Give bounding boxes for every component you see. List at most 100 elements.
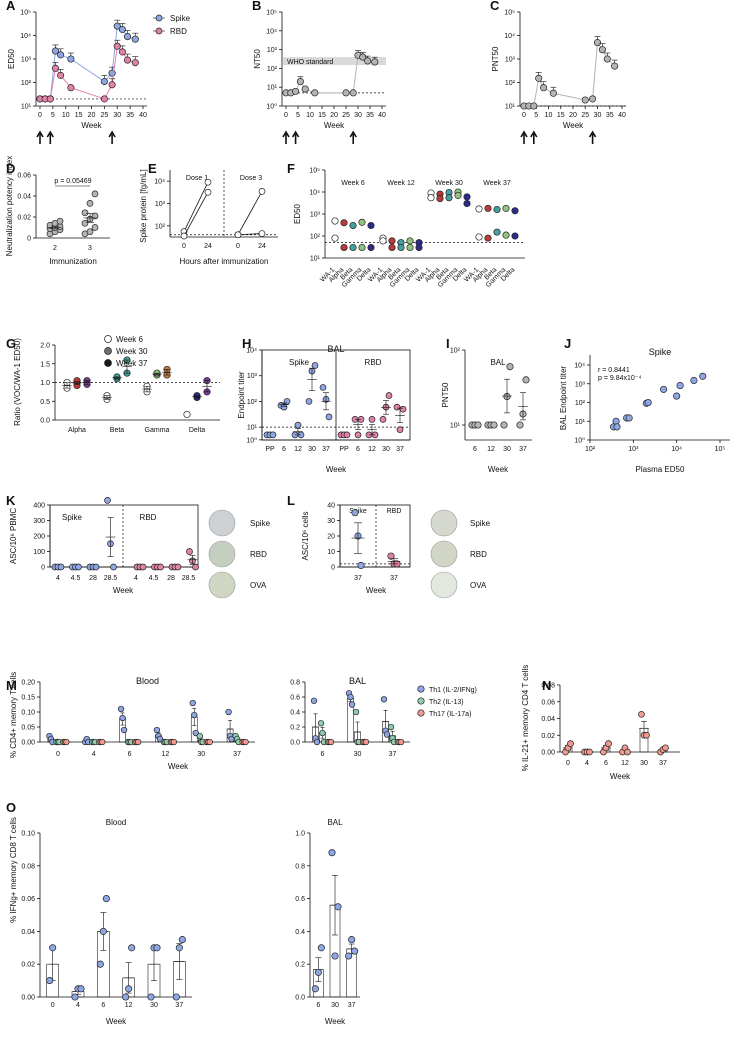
panel-I-title: BAL — [490, 358, 506, 367]
panel-E-d1-pair-1 — [183, 192, 209, 237]
panel-N-xtick-label-1: 4 — [585, 760, 589, 767]
panel-G-ytick-label-1: 0.5 — [40, 399, 50, 406]
panel-F-point-0-4-0 — [367, 221, 375, 230]
panel-N-point-2-2 — [605, 740, 612, 747]
panel-J-point-7 — [660, 385, 668, 393]
panel-I-point-3-2 — [522, 376, 530, 384]
panel-F-point-2-4-0 — [463, 193, 471, 201]
panel-H-rbd-point-4-2 — [399, 405, 407, 413]
panel-B-label: B — [252, 0, 261, 13]
panel-B-ytick-label-0: 10⁰ — [266, 103, 277, 111]
panel-A-xtick-label-7: 35 — [126, 112, 134, 119]
panel-H-spike-xtick-4: 37 — [322, 446, 330, 453]
panel-A-series-1-point-3 — [51, 64, 60, 72]
panel-E-label: E — [148, 161, 157, 176]
panel-F-point-0-4-1 — [367, 243, 375, 252]
panel-H-label: H — [242, 336, 251, 351]
panel-L-ytick-label-0: 0 — [331, 565, 335, 572]
panel-D-xtick-label-0: 2 — [53, 245, 57, 252]
panel-J-point-11 — [699, 372, 707, 380]
panel-O-bal-xtick-label-1: 30 — [331, 1002, 339, 1009]
panel-E-d3-pair-0 — [237, 191, 263, 235]
panel-M-legend-marker-2 — [417, 709, 425, 717]
panel-C-xtick-label-2: 10 — [545, 112, 553, 119]
panel-F-ytick-label-3: 10⁴ — [309, 190, 320, 197]
panel-I-xtick-label-1: 12 — [487, 446, 495, 453]
panel-I-xtick-label-0: 6 — [473, 446, 477, 453]
panel-I-point-0-2 — [474, 421, 482, 429]
panel-F-ytick-label-0: 10¹ — [310, 256, 321, 263]
panel-O-bal-point-0-0 — [311, 985, 319, 993]
panel-K-plate-1 — [208, 540, 236, 568]
panel-C-series-0-point-10 — [603, 55, 611, 63]
panel-K-spike-point-2-2 — [92, 563, 100, 571]
panel-M-bal-ytick-label-0: 0.0 — [290, 740, 300, 747]
panel-B-series-0-point-11 — [371, 58, 379, 66]
panel-K-spike-point-3-2 — [110, 563, 117, 571]
panel-G-label: G — [6, 336, 16, 351]
panel-C-series-0-point-9 — [598, 46, 606, 54]
panel-H-spike-point-2-1 — [294, 421, 302, 429]
panel-K-frame — [49, 504, 199, 568]
panel-L-plate-0 — [430, 509, 458, 537]
panel-A-legend-label-1: RBD — [170, 27, 187, 36]
panel-B-ytick-label-4: 10⁴ — [266, 28, 277, 35]
panel-A-xtick-label-6: 30 — [113, 112, 121, 119]
panel-B-ytick-label-5: 10⁵ — [266, 10, 277, 17]
panel-C-xtick-label-0: 0 — [522, 112, 526, 119]
panel-N-xtick-label-5: 37 — [659, 760, 667, 767]
panel-L-plate-label-1: RBD — [470, 550, 487, 559]
panel-I-point-2-0 — [500, 421, 508, 429]
panel-N-point-0-2 — [567, 740, 574, 747]
panel-O-bal-point-1-0 — [328, 849, 336, 857]
panel-D-point-1-2 — [91, 224, 99, 231]
panel-G-legend-marker-2 — [104, 359, 112, 367]
panel-A-xtick-label-4: 20 — [88, 112, 96, 119]
panel-M-blood-point-4-0-0 — [189, 699, 196, 707]
panel-I-label: I — [446, 336, 450, 351]
panel-N-ytick-label-0: 0.00 — [541, 750, 555, 757]
panel-B-series-0-point-3 — [296, 77, 304, 86]
panel-H-spike-point-3-0 — [305, 398, 313, 405]
panel-B-xtick-label-6: 30 — [354, 112, 362, 119]
panel-D-ytick-label-1: 0.02 — [17, 215, 31, 222]
panel-M-blood-point-1-2-2 — [99, 738, 106, 746]
panel-H-subtitle-1: RBD — [365, 358, 382, 367]
panel-I-point-2-2 — [506, 363, 514, 371]
panel-K-xtick-label-6: 28 — [167, 575, 175, 582]
panel-D-xtick-label-1: 3 — [88, 245, 92, 252]
panel-M-bal-ytick-label-3: 0.6 — [290, 695, 300, 702]
panel-L-label: L — [287, 493, 295, 508]
panel-F-point-1-3-0 — [406, 237, 414, 245]
panel-E-ytick-label-1: 10³ — [155, 201, 166, 208]
panel-O-bal-point-0-2 — [317, 944, 325, 952]
panel-O-blood-ytick-label-1: 0.02 — [21, 962, 35, 969]
panel-M-bal-point-2-0-2 — [383, 731, 391, 738]
panel-F-ylabel: ED50 — [293, 203, 302, 224]
panel-K-plate-label-0: Spike — [250, 519, 271, 528]
panel-O-blood-point-3-1 — [125, 985, 133, 993]
panel-L-ylabel: ASC/10⁶ cells — [301, 511, 310, 560]
panel-M-blood-xtick-label-3: 12 — [162, 751, 170, 758]
panel-F-point-0-3-1 — [358, 243, 366, 252]
panel-F-point-2-1-1 — [436, 195, 444, 203]
panel-B-xtick-label-2: 10 — [306, 112, 314, 119]
panel-F-ytick-label-2: 10³ — [310, 212, 321, 219]
panel-J-point-9 — [676, 382, 684, 390]
panel-M-bal-point-0-1-1 — [319, 729, 326, 737]
panel-O-bal-title: BAL — [327, 818, 343, 827]
panel-J-ytick-label-4: 10⁴ — [574, 363, 585, 370]
panel-J-label: J — [564, 336, 571, 351]
panel-E-d1-pt1-0 — [204, 178, 212, 186]
panel-O-blood-point-3-2 — [128, 944, 136, 952]
panel-O-bal-xtick-label-2: 37 — [348, 1002, 356, 1009]
panel-L-xlabel: Week — [366, 586, 387, 595]
panel-M-bal-point-1-1-0 — [352, 708, 360, 716]
panel-O-blood-xtick-label-0: 0 — [51, 1002, 55, 1009]
panel-F-point-2-4-1 — [463, 199, 471, 208]
panel-L-plate-1 — [430, 540, 458, 568]
panel-O-blood-point-2-1 — [99, 927, 107, 935]
panel-M-bal-point-2-0-0 — [380, 696, 388, 703]
panel-E-d3-pair-1 — [237, 233, 263, 236]
panel-M-blood-point-0-2-2 — [63, 738, 70, 746]
